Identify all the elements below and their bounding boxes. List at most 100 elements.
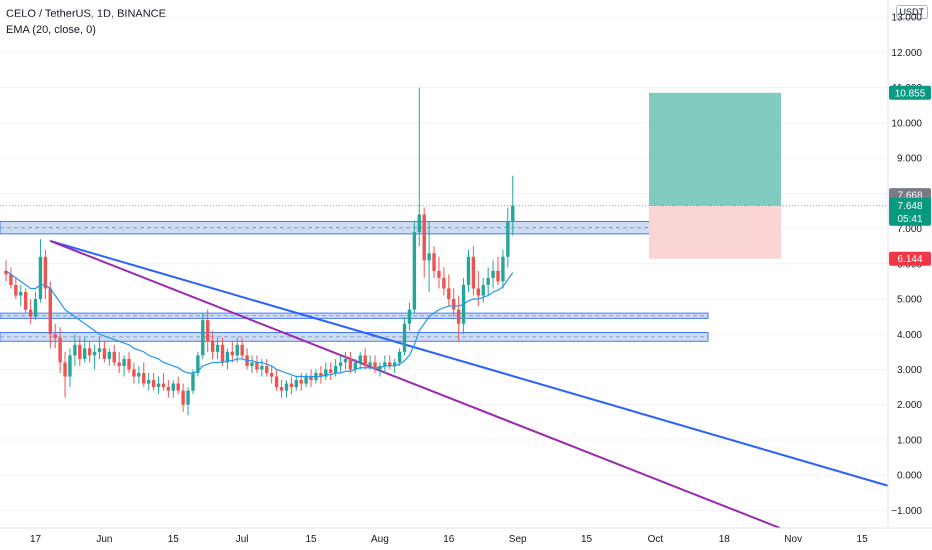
candle-body: [122, 358, 126, 366]
candle-body: [19, 291, 23, 296]
time-tick-label: Sep: [509, 534, 527, 545]
candle-body: [388, 362, 392, 366]
candle-body: [102, 348, 107, 359]
candle-body: [358, 355, 362, 363]
currency-button[interactable]: USDT: [895, 5, 928, 19]
time-tick-label: 18: [719, 534, 731, 545]
candle-body: [240, 344, 244, 356]
candle-body: [432, 253, 436, 271]
candle-body: [279, 387, 284, 391]
candle-body: [176, 383, 180, 391]
last-price-tag: 7.648: [897, 201, 922, 212]
candle-body: [476, 288, 481, 296]
candle-body: [161, 383, 166, 388]
price-tick-label: 3.000: [897, 365, 922, 376]
price-tick-label: 5.000: [897, 295, 922, 306]
grid: [0, 16, 888, 511]
time-tick-label: 16: [443, 534, 455, 545]
trendline-blue: [49, 239, 889, 487]
price-tick-label: 9.000: [897, 154, 922, 165]
time-tick-label: Nov: [784, 534, 802, 545]
time-tick-label: Jun: [96, 534, 112, 545]
time-tick-label: Oct: [648, 534, 664, 545]
candle-body: [206, 320, 210, 342]
candle-body: [48, 288, 52, 335]
candle-body: [14, 284, 18, 296]
time-tick-label: 15: [305, 534, 317, 545]
candle-body: [269, 373, 274, 377]
candle-body: [284, 383, 289, 391]
candle-body: [392, 362, 397, 366]
candle-body: [9, 274, 13, 285]
candle-body: [210, 341, 215, 352]
candle-body: [186, 390, 190, 405]
countdown-tag: 05:41: [897, 214, 922, 225]
candle-body: [466, 256, 471, 285]
candle-body: [73, 344, 77, 356]
candle-body: [33, 299, 38, 317]
candle-body: [402, 323, 407, 352]
support-resistance-zones: [0, 221, 709, 342]
candle-body: [496, 270, 500, 282]
candle-body: [250, 362, 254, 366]
candle-body: [506, 221, 510, 257]
candle-body: [220, 344, 225, 363]
ema-line: [5, 270, 514, 378]
candle-body: [117, 362, 121, 366]
candle-body: [363, 355, 367, 366]
price-tick-label: 10.000: [891, 118, 922, 129]
candle-body: [132, 369, 136, 377]
candle-body: [191, 373, 195, 391]
candle-body: [309, 376, 313, 381]
candle-body: [260, 365, 264, 370]
candle-body: [23, 291, 28, 310]
candle-body: [181, 390, 185, 405]
candle-body: [68, 355, 72, 377]
stop-price-tag-bg: [889, 251, 931, 266]
price-tick-label: 4.000: [897, 330, 922, 341]
long-position-tool: [649, 92, 781, 259]
candle-body: [196, 355, 200, 374]
candle-body: [333, 365, 338, 374]
candle-body: [486, 277, 490, 285]
trendline-purple: [49, 239, 781, 529]
candle-body: [511, 205, 515, 222]
candle-body: [383, 362, 387, 366]
candle-body: [274, 376, 279, 388]
candle-body: [63, 362, 67, 377]
candle-body: [4, 270, 8, 275]
ema-indicator-label[interactable]: EMA (20, close, 0): [6, 24, 96, 36]
candle-body: [442, 277, 446, 289]
candle-body: [324, 369, 328, 377]
price-tick-label: 2.000: [897, 400, 922, 411]
candle-body: [28, 309, 33, 317]
candle-body: [319, 373, 323, 377]
candle-body: [265, 365, 269, 374]
candle-body: [353, 362, 358, 370]
candle-body: [348, 358, 353, 370]
candle-body: [407, 309, 412, 324]
candle-body: [501, 256, 505, 282]
time-axis: 17 Jun 15 Jul 15 Aug 16 Sep 15 Oct 18 Nov 15: [30, 534, 868, 545]
candle-body: [481, 284, 485, 296]
price-tick-label: 1.000: [897, 435, 922, 446]
candle-body: [53, 334, 57, 338]
candle-body: [92, 351, 97, 356]
candle-body: [107, 351, 112, 359]
profit-zone: [649, 92, 781, 206]
loss-zone: [649, 205, 781, 259]
candle-body: [112, 351, 116, 363]
gray-price-tag: 7.668: [897, 191, 922, 202]
candle-body: [304, 376, 308, 384]
candle-body: [427, 253, 431, 261]
candle-body: [397, 351, 402, 363]
last-price-tag-bg: [889, 197, 931, 226]
candle-body: [368, 362, 372, 366]
candle-body: [338, 362, 343, 366]
candle-body: [137, 373, 141, 377]
trendlines: [49, 239, 889, 529]
candle-body: [456, 309, 461, 324]
price-tick-label: 13.000: [891, 13, 922, 24]
